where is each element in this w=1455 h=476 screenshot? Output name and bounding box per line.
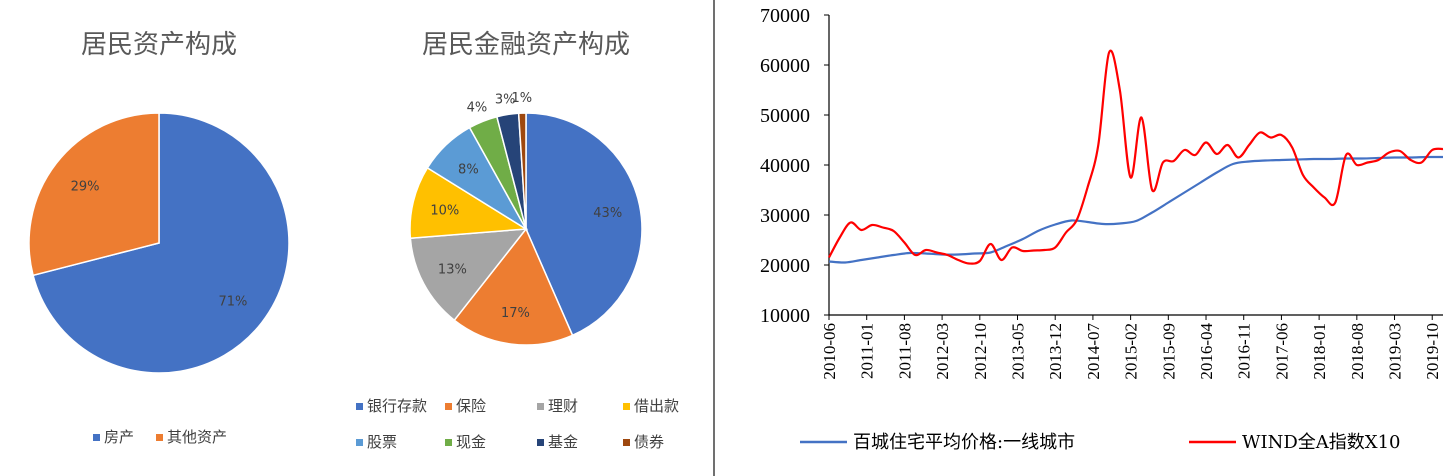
pie2-legend-label-5: 现金 [456, 433, 486, 451]
pie2-value-label-3: 10% [430, 203, 459, 218]
pie2-legend-label-0: 银行存款 [367, 397, 427, 415]
pie2-legend-label-2: 理财 [548, 397, 578, 415]
legend-label-1: WIND全A指数X10 [1242, 432, 1401, 453]
x-tick-label-14: 2018-08 [1348, 323, 1367, 380]
y-tick-label-4: 50000 [760, 105, 810, 127]
pie2-legend-swatch-6 [537, 439, 544, 446]
pie2-slice-0 [525, 112, 643, 337]
line-chart-price-vs-index: 10000 20000 30000 40000 50000 60000 70000 2010… [760, 5, 1444, 453]
pie1-value-labels: 71% 29% [71, 180, 248, 310]
pie2-legend-label-6: 基金 [548, 433, 578, 451]
pie1-slices [28, 112, 290, 374]
pie1-legend-label-0: 房产 [104, 428, 134, 446]
pie2-value-label-6: 3% [495, 93, 516, 108]
pie2-slice-3 [409, 166, 529, 240]
pie1-legend: 房产 其他资产 [93, 428, 227, 446]
pie2-slice-2 [409, 228, 528, 322]
x-tick-label-1: 2011-01 [858, 323, 877, 379]
pie2-legend-label-3: 借出款 [634, 397, 679, 415]
line-chart-legend: 百城住宅平均价格:一线城市 WIND全A指数X10 [800, 432, 1401, 453]
pie1-slice-0 [32, 112, 290, 374]
pie1-legend-swatch-0 [93, 434, 100, 441]
pie2-legend-swatch-4 [356, 439, 363, 446]
line-chart-axes [828, 15, 1443, 316]
pie2-legend-label-4: 股票 [367, 433, 397, 451]
y-tick-label-5: 60000 [760, 55, 810, 77]
legend-label-0: 百城住宅平均价格:一线城市 [853, 432, 1075, 453]
pie2-value-labels: 43% 17% 13% 10% 8% 4% 3%1% [430, 91, 622, 321]
x-tick-label-4: 2012-10 [971, 323, 990, 380]
x-tick-label-11: 2016-11 [1235, 323, 1254, 379]
x-tick-label-9: 2015-09 [1159, 323, 1178, 380]
x-axis-tick-labels: 2010-06 2011-01 2011-08 2012-03 2012-10 2013-… [820, 315, 1442, 380]
pie2-legend-swatch-7 [623, 439, 630, 446]
x-tick-label-0: 2010-06 [820, 323, 839, 380]
pie2-legend-swatch-3 [623, 403, 630, 410]
pie2-legend-label-7: 债券 [634, 433, 664, 451]
y-tick-label-0: 10000 [760, 305, 810, 327]
pie2-value-label-0: 43% [593, 206, 622, 221]
pie2-value-label-7: 1% [511, 91, 532, 106]
pie2-value-label-4: 8% [458, 163, 479, 178]
pie2-legend-swatch-0 [356, 403, 363, 410]
x-tick-label-2: 2011-08 [895, 323, 914, 379]
pie-chart-financial-assets: 居民金融资产构成 43% 17% 13% 10% 8% 4% 3%1% 银行存款 保险 理财 借出… [356, 30, 679, 451]
pie2-value-label-1: 17% [501, 306, 530, 321]
x-tick-label-5: 2013-05 [1009, 323, 1028, 380]
y-tick-label-6: 70000 [760, 5, 810, 27]
y-tick-label-2: 30000 [760, 205, 810, 227]
pie2-slice-7 [517, 112, 527, 230]
pie-chart-household-assets: 居民资产构成 71% 29% 房产 其他资产 [28, 30, 290, 446]
y-tick-label-1: 20000 [760, 255, 810, 277]
pie1-title: 居民资产构成 [81, 30, 237, 60]
pie1-value-label-1: 29% [71, 180, 100, 195]
pie2-value-label-2: 13% [438, 262, 467, 277]
y-axis-tick-labels: 10000 20000 30000 40000 50000 60000 70000 [760, 5, 829, 327]
line-series-0 [828, 155, 1444, 264]
pie2-legend-label-1: 保险 [456, 397, 486, 415]
y-tick-label-3: 40000 [760, 155, 810, 177]
x-tick-label-7: 2014-07 [1084, 323, 1103, 380]
x-tick-label-15: 2019-03 [1386, 323, 1405, 380]
pie1-legend-swatch-1 [156, 434, 163, 441]
x-tick-label-6: 2013-12 [1046, 323, 1065, 380]
pie1-legend-label-1: 其他资产 [167, 428, 227, 446]
pie2-slice-1 [453, 227, 574, 346]
pie2-legend-swatch-1 [445, 403, 452, 410]
x-tick-label-12: 2017-06 [1272, 323, 1291, 380]
line-series [828, 49, 1444, 265]
pie2-slices [409, 112, 643, 346]
x-tick-label-3: 2012-03 [933, 323, 952, 380]
pie1-value-label-0: 71% [219, 294, 248, 309]
x-tick-label-16: 2019-10 [1423, 323, 1442, 380]
pie2-title: 居民金融资产构成 [422, 30, 630, 60]
line-series-1 [828, 49, 1444, 265]
pie1-slice-1 [28, 112, 160, 277]
pie2-value-label-5: 4% [467, 100, 488, 115]
pie2-legend-swatch-5 [445, 439, 452, 446]
x-tick-label-10: 2016-04 [1197, 323, 1216, 380]
x-tick-label-13: 2018-01 [1310, 323, 1329, 380]
x-tick-label-8: 2015-02 [1122, 323, 1141, 380]
pie2-legend-swatch-2 [537, 403, 544, 410]
